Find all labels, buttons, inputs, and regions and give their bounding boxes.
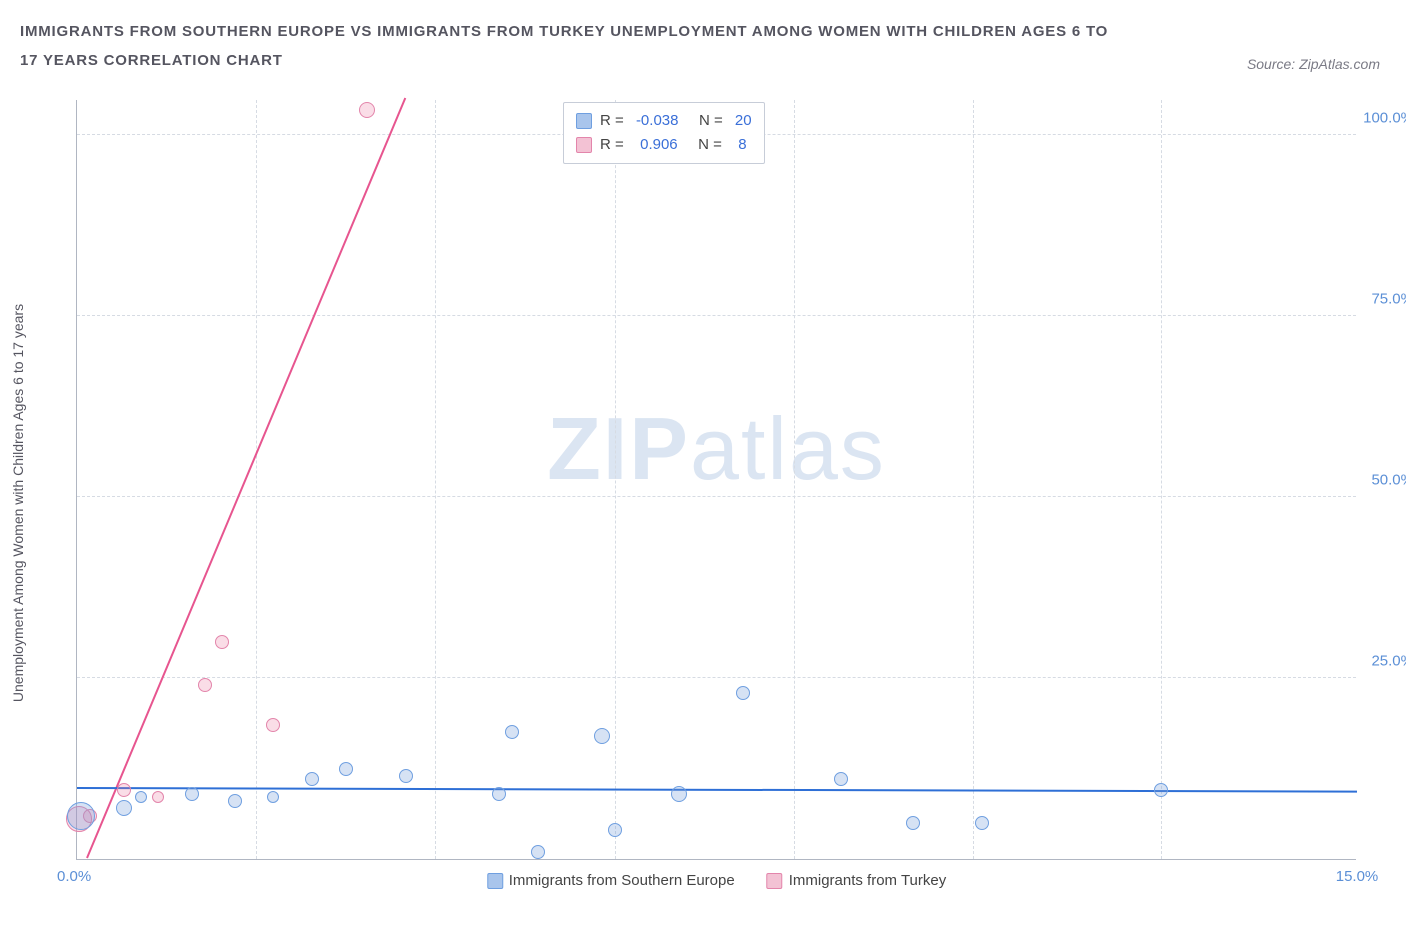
data-point-turkey (152, 791, 164, 803)
gridline-h (77, 496, 1356, 497)
data-point-turkey (359, 102, 375, 118)
legend-series: Immigrants from Southern Europe Immigrant… (487, 872, 946, 889)
gridline-v (615, 100, 616, 859)
legend-item: Immigrants from Southern Europe (487, 872, 735, 889)
data-point-seurope (185, 787, 199, 801)
legend-row: R = -0.038 N = 20 (576, 109, 752, 133)
y-tick-label: 75.0% (1371, 291, 1406, 308)
data-point-seurope (834, 772, 848, 786)
watermark-light: atlas (690, 399, 886, 498)
data-point-seurope (671, 786, 687, 802)
legend-row: R = 0.906 N = 8 (576, 133, 752, 157)
legend-item: Immigrants from Turkey (767, 872, 947, 889)
chart-title: IMMIGRANTS FROM SOUTHERN EUROPE VS IMMIG… (20, 18, 1120, 75)
gridline-v (973, 100, 974, 859)
data-point-turkey (117, 783, 131, 797)
legend-label: Immigrants from Southern Europe (509, 872, 735, 889)
data-point-seurope (399, 769, 413, 783)
data-point-seurope (116, 800, 132, 816)
gridline-v (794, 100, 795, 859)
data-point-turkey (215, 635, 229, 649)
data-point-seurope (228, 794, 242, 808)
data-point-seurope (135, 791, 147, 803)
gridline-h (77, 315, 1356, 316)
legend-swatch (767, 873, 783, 889)
x-tick-label: 15.0% (1336, 868, 1379, 885)
y-tick-label: 50.0% (1371, 472, 1406, 489)
y-axis-label: Unemployment Among Women with Children A… (10, 304, 26, 702)
data-point-seurope (505, 725, 519, 739)
data-point-seurope (305, 772, 319, 786)
gridline-h (77, 677, 1356, 678)
data-point-turkey (198, 678, 212, 692)
data-point-seurope (906, 816, 920, 830)
legend-swatch (576, 113, 592, 129)
data-point-seurope (339, 762, 353, 776)
data-point-seurope (975, 816, 989, 830)
source-label: Source: ZipAtlas.com (1247, 56, 1380, 72)
x-tick-label: 0.0% (57, 868, 91, 885)
data-point-seurope (594, 728, 610, 744)
legend-label: Immigrants from Turkey (789, 872, 947, 889)
legend-stats: R = -0.038 N = 20R = 0.906 N = 8 (563, 102, 765, 164)
data-point-seurope (492, 787, 506, 801)
data-point-seurope (267, 791, 279, 803)
legend-swatch (487, 873, 503, 889)
regression-line (86, 98, 406, 859)
gridline-v (256, 100, 257, 859)
y-tick-label: 25.0% (1371, 653, 1406, 670)
y-tick-label: 100.0% (1363, 110, 1406, 127)
plot-region: ZIPatlas 25.0%50.0%75.0%100.0%0.0%15.0%R… (76, 100, 1356, 860)
data-point-seurope (67, 802, 95, 830)
chart-area: Unemployment Among Women with Children A… (52, 100, 1382, 890)
data-point-seurope (531, 845, 545, 859)
data-point-turkey (266, 718, 280, 732)
legend-swatch (576, 137, 592, 153)
watermark: ZIPatlas (547, 398, 886, 500)
gridline-v (435, 100, 436, 859)
data-point-seurope (736, 686, 750, 700)
gridline-v (1161, 100, 1162, 859)
data-point-seurope (608, 823, 622, 837)
data-point-seurope (1154, 783, 1168, 797)
watermark-bold: ZIP (547, 399, 690, 498)
